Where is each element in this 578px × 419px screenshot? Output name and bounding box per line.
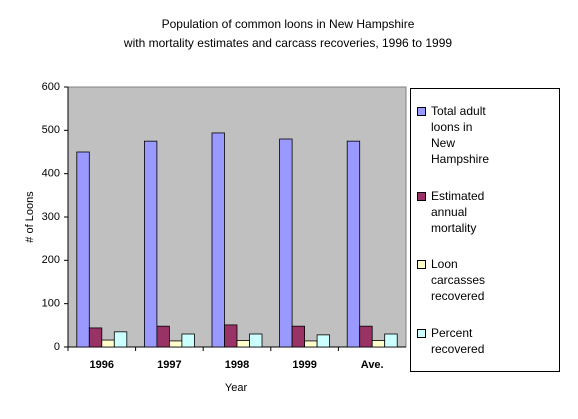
y-tick-label: 300	[42, 211, 60, 223]
legend-item: Percent recovered	[417, 325, 553, 357]
x-tick-label: 1998	[225, 359, 249, 371]
bar	[304, 340, 318, 348]
legend-label: Percent recovered	[431, 325, 485, 356]
bar	[346, 140, 361, 348]
bar	[279, 138, 293, 348]
legend-label: Loon carcasses recovered	[431, 257, 486, 304]
y-tick-label: 400	[42, 168, 60, 180]
y-tick-label: 200	[42, 254, 60, 266]
x-tick-label: 1997	[157, 359, 181, 371]
y-tick-label: 0	[54, 341, 60, 353]
bar	[384, 333, 398, 348]
bar	[101, 339, 115, 348]
bar	[291, 325, 306, 348]
legend-swatch	[417, 191, 426, 201]
legend-label: Estimated annual mortality	[431, 188, 485, 235]
chart-title: Population of common loons in New Hampsh…	[162, 17, 415, 31]
legend-item: Estimated annual mortality	[417, 188, 553, 236]
chart-title: with mortality estimates and carcass rec…	[123, 36, 452, 50]
bar	[88, 327, 103, 348]
y-axis-label: # of Loons	[24, 191, 36, 243]
bar	[156, 325, 170, 348]
bar	[168, 340, 183, 348]
x-tick-label: 1999	[292, 359, 316, 371]
bar	[224, 324, 238, 348]
legend-item: Loon carcasses recovered	[417, 256, 553, 304]
legend-label: Total adult loons in New Hampshire	[431, 104, 490, 167]
legend: Total adult loons in New Hampshire Estima…	[410, 88, 560, 372]
bar	[143, 140, 158, 348]
bar	[113, 331, 128, 348]
legend-item: Total adult loons in New Hampshire	[417, 103, 553, 167]
bar	[181, 333, 195, 348]
y-tick-label: 500	[42, 124, 60, 136]
bar	[236, 340, 250, 348]
bar	[371, 340, 386, 348]
bar	[211, 132, 225, 348]
bar	[76, 151, 90, 348]
bar	[316, 334, 331, 348]
x-axis-label: Year	[225, 382, 248, 394]
legend-swatch	[417, 328, 426, 338]
y-tick-label: 600	[42, 81, 60, 93]
legend-swatch	[417, 107, 426, 117]
legend-swatch	[417, 260, 426, 270]
bar	[359, 325, 373, 348]
x-tick-label: 1996	[90, 359, 114, 371]
bar	[249, 333, 263, 348]
y-tick-label: 100	[42, 298, 60, 310]
x-tick-label: Ave.	[361, 359, 384, 371]
